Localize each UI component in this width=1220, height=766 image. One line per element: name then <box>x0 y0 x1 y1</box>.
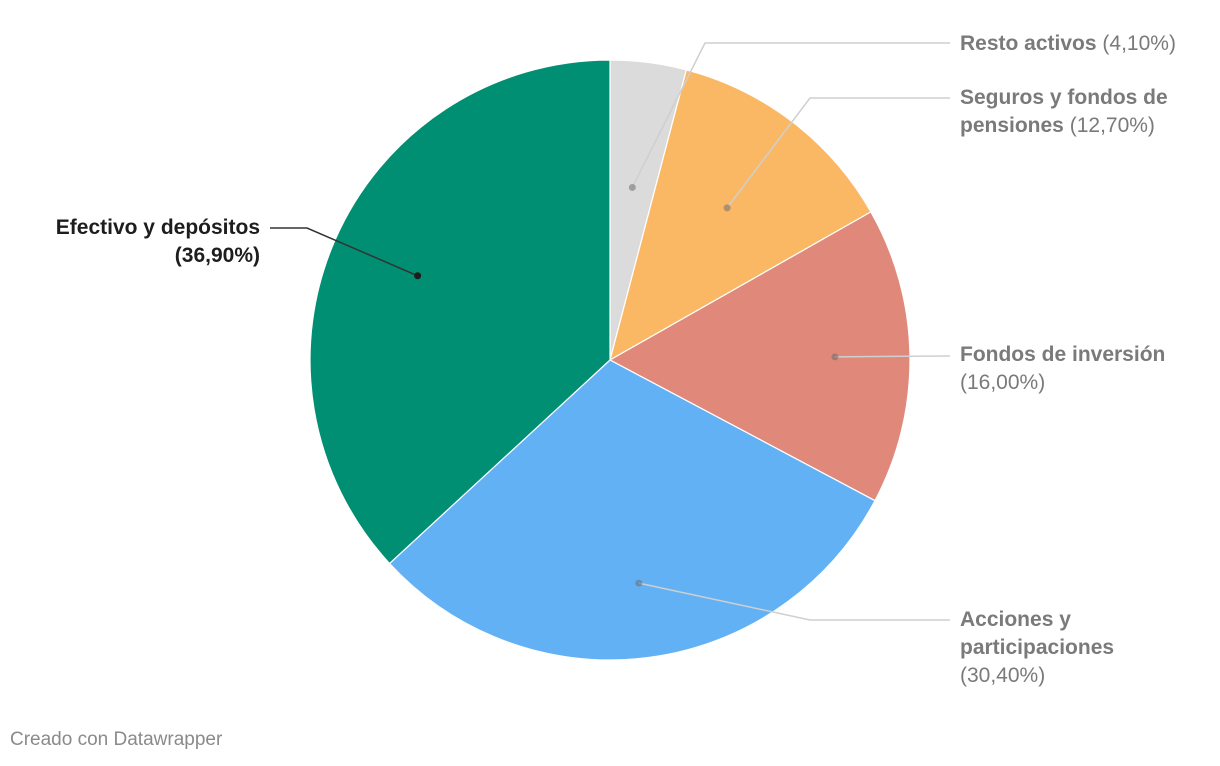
leader-dot <box>414 272 422 280</box>
label-efectivo-name: Efectivo y depósitos <box>55 216 260 239</box>
label-acciones-name-line2: participaciones <box>960 636 1115 659</box>
label-seguros-pct: (12,70%) <box>1069 114 1155 137</box>
pie-slice-acciones-y-participaciones <box>388 359 876 661</box>
label-fondos-inversion: Fondos de inversión (16,00%) <box>960 341 1165 397</box>
label-acciones-name-line1: Acciones y <box>960 608 1071 631</box>
label-resto-activos: Resto activos (4,10%) <box>960 30 1176 58</box>
leader-dot <box>723 204 731 212</box>
leader-line <box>270 227 418 277</box>
label-resto-activos-name: Resto activos <box>960 32 1097 55</box>
footer-credit: Creado con Datawrapper <box>10 729 223 750</box>
label-seguros-name-line2: pensiones <box>960 114 1064 137</box>
label-seguros: Seguros y fondos de pensiones (12,70%) <box>960 84 1168 140</box>
label-efectivo-pct: (36,90%) <box>174 244 260 267</box>
label-fondos-name: Fondos de inversión <box>960 343 1166 366</box>
label-resto-activos-pct: (4,10%) <box>1102 32 1176 55</box>
leader-dot <box>635 579 643 587</box>
leader-dot <box>628 183 636 191</box>
pie-slice-seguros-y-fondos-de-pensiones <box>609 69 872 362</box>
leader-dot <box>831 353 839 361</box>
leader-line <box>631 42 950 188</box>
label-fondos-pct: (16,00%) <box>960 371 1046 394</box>
label-efectivo: Efectivo y depósitos (36,90%) <box>56 214 260 270</box>
label-acciones: Acciones y participaciones (30,40%) <box>960 606 1114 690</box>
leader-line <box>638 582 950 621</box>
label-acciones-pct: (30,40%) <box>960 664 1046 687</box>
leader-line <box>726 97 950 209</box>
label-seguros-name-line1: Seguros y fondos de <box>960 86 1168 109</box>
leader-line <box>834 355 951 358</box>
